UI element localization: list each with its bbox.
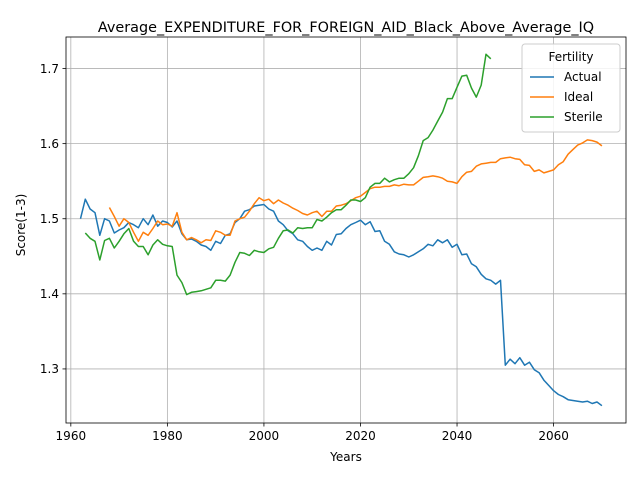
legend-box — [521, 43, 621, 133]
y-tick-label: 1.7 — [40, 62, 59, 76]
x-tick-label: 2020 — [345, 429, 376, 443]
x-tick-label: 2000 — [249, 429, 280, 443]
legend-label-ideal: Ideal — [564, 90, 593, 104]
legend-label-actual: Actual — [564, 70, 602, 84]
x-tick-label: 2060 — [538, 429, 569, 443]
axis-ticks: 1960 1980 2000 2020 2040 2060 1.3 1.4 1.5 1.6 1.7 — [40, 62, 569, 443]
x-tick-label: 2040 — [442, 429, 473, 443]
x-tick-label: 1960 — [56, 429, 87, 443]
y-tick-label: 1.5 — [40, 212, 59, 226]
legend-title: Fertility — [548, 50, 593, 64]
y-tick-label: 1.3 — [40, 362, 59, 376]
chart-title: Average_EXPENDITURE_FOR_FOREIGN_AID_Blac… — [98, 20, 594, 36]
legend-label-sterile: Sterile — [564, 110, 603, 124]
legend: Fertility Actual Ideal Sterile — [521, 43, 621, 133]
series-line-actual — [79, 198, 603, 407]
series-line-ideal — [108, 139, 603, 244]
y-tick-label: 1.6 — [40, 137, 59, 151]
y-tick-label: 1.4 — [40, 287, 59, 301]
x-axis-label: Years — [329, 450, 362, 464]
plot-frame — [65, 36, 627, 424]
series-lines — [79, 53, 603, 407]
y-axis-label: Score(1-3) — [14, 194, 28, 257]
series-line-sterile — [84, 53, 492, 296]
x-tick-label: 1980 — [152, 429, 183, 443]
